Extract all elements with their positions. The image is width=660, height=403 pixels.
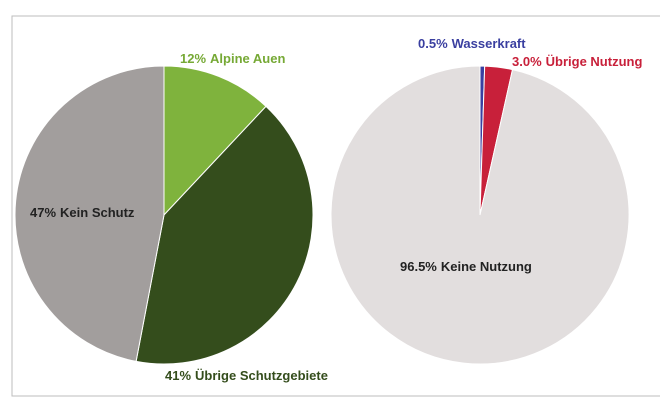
- value-label: 96.5%: [400, 259, 437, 274]
- frame: [11, 15, 660, 397]
- value-label: 3.0%: [512, 54, 542, 69]
- value-label: 47%: [30, 205, 56, 220]
- pie-slice: [14, 65, 165, 362]
- pie-slice: [163, 65, 267, 217]
- category-label: Übrige Nutzung: [546, 54, 643, 69]
- category-label: Alpine Auen: [210, 51, 285, 66]
- slice-label: 41% Übrige Schutzgebiete: [165, 368, 328, 383]
- pie-slice: [135, 105, 314, 365]
- category-label: Keine Nutzung: [441, 259, 532, 274]
- category-label: Übrige Schutzgebiete: [195, 368, 328, 383]
- slice-label: 47% Kein Schutz: [30, 205, 135, 220]
- slice-label: 96.5% Keine Nutzung: [400, 259, 532, 274]
- value-label: 41%: [165, 368, 191, 383]
- pie-slice: [330, 65, 630, 365]
- value-label: 0.5%: [418, 36, 448, 51]
- slice-label: 3.0% Übrige Nutzung: [512, 54, 642, 69]
- category-label: Kein Schutz: [60, 205, 135, 220]
- category-label: Wasserkraft: [452, 36, 527, 51]
- slice-label: 0.5% Wasserkraft: [418, 36, 526, 51]
- value-label: 12%: [180, 51, 206, 66]
- slice-label: 12% Alpine Auen: [180, 51, 285, 66]
